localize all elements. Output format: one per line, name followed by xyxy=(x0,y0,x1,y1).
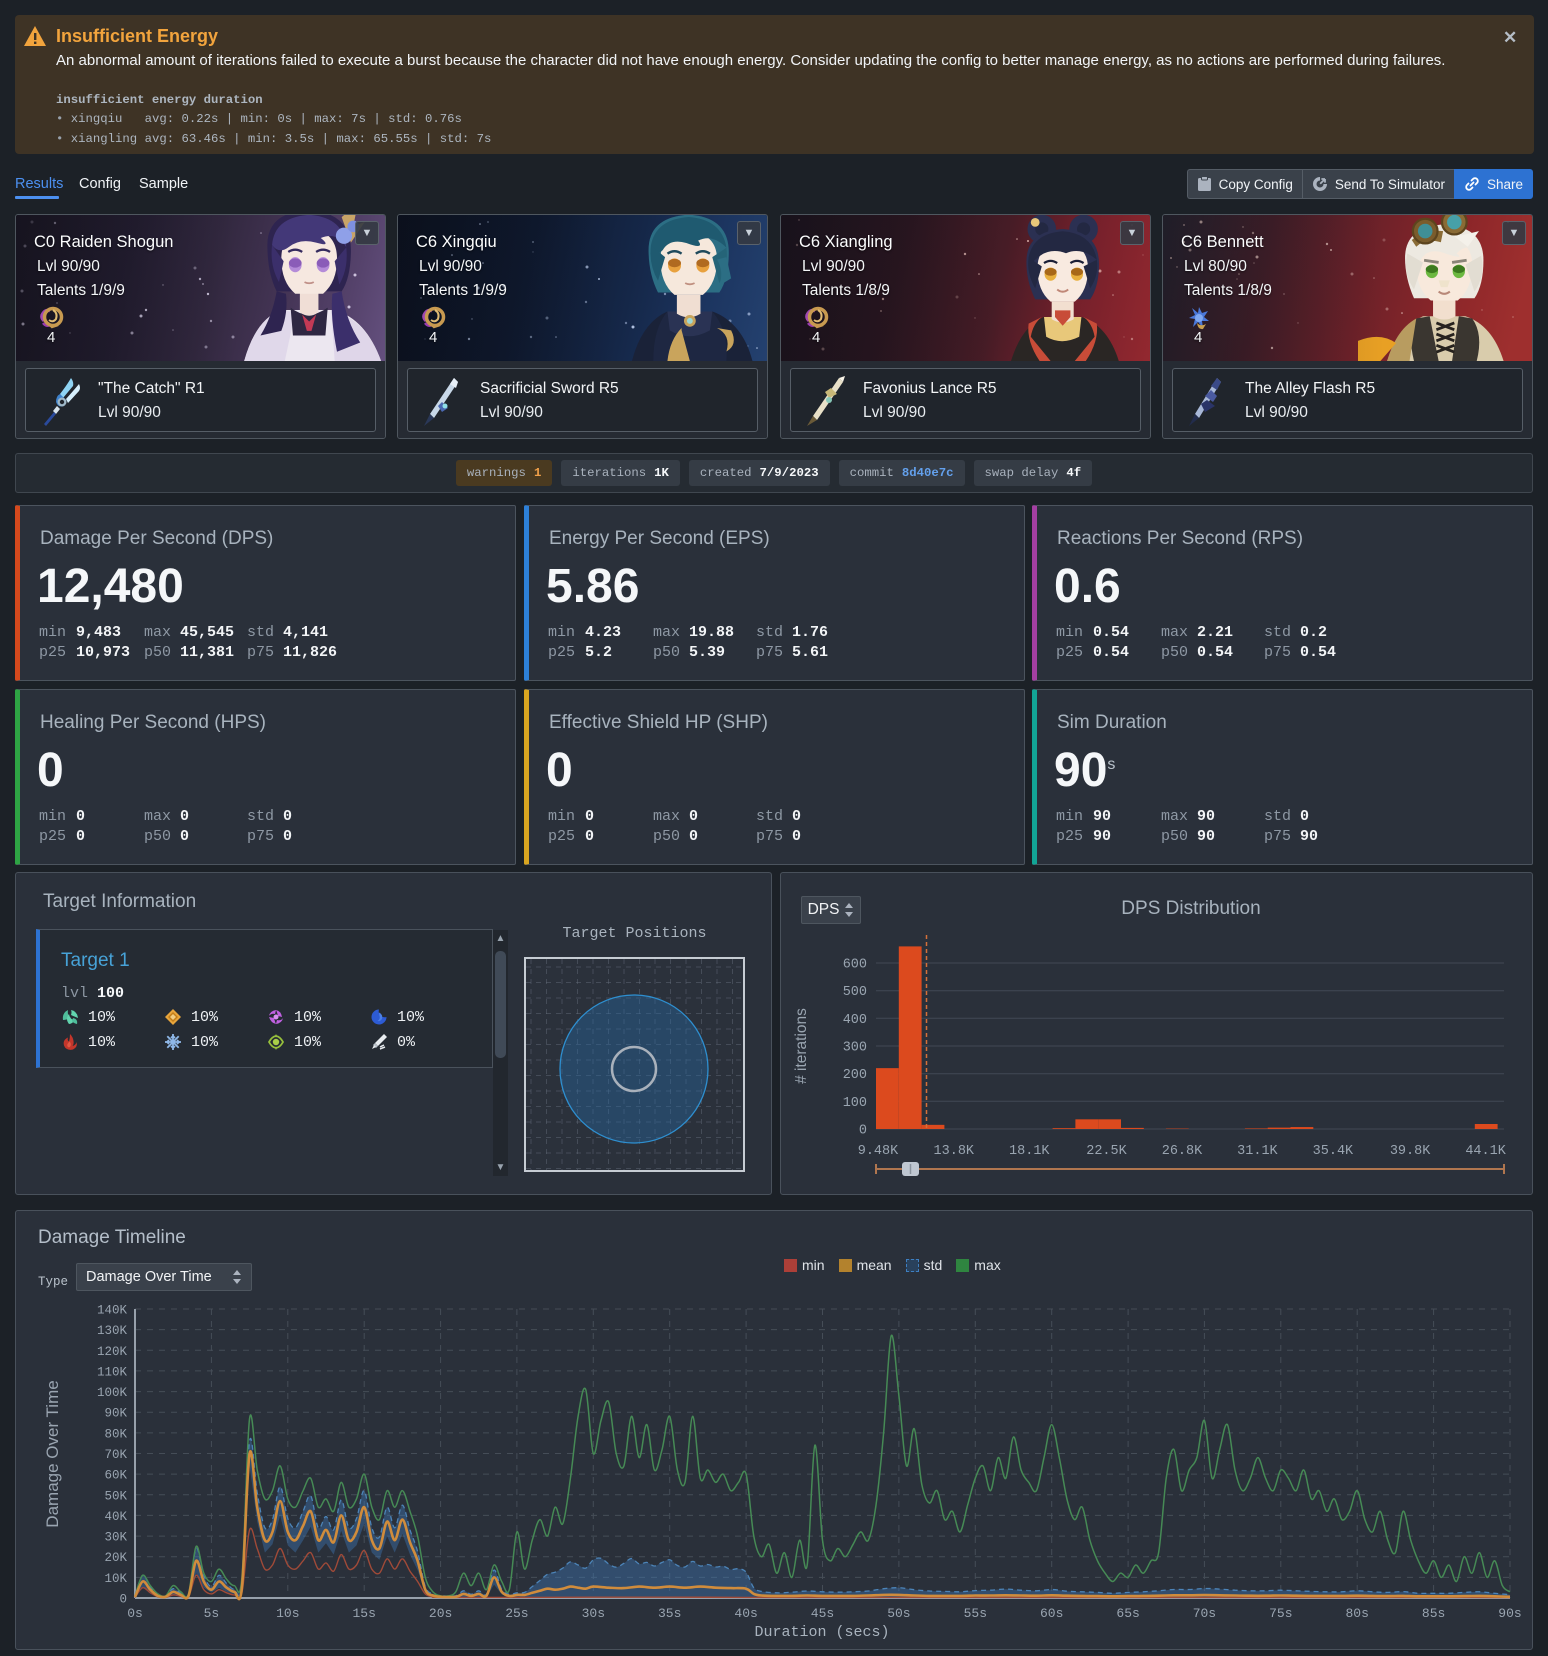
svg-text:10s: 10s xyxy=(276,1606,299,1621)
svg-text:70s: 70s xyxy=(1193,1606,1216,1621)
svg-text:Damage Over Time: Damage Over Time xyxy=(43,1380,62,1527)
svg-text:35.4K: 35.4K xyxy=(1313,1144,1354,1159)
svg-text:55s: 55s xyxy=(964,1606,987,1621)
svg-text:140K: 140K xyxy=(97,1304,128,1318)
svg-text:70K: 70K xyxy=(104,1448,127,1462)
svg-text:50K: 50K xyxy=(104,1489,127,1503)
svg-text:40K: 40K xyxy=(104,1510,127,1524)
svg-text:39.8K: 39.8K xyxy=(1390,1144,1431,1159)
svg-text:300: 300 xyxy=(843,1041,867,1056)
svg-text:20s: 20s xyxy=(429,1606,452,1621)
svg-text:35s: 35s xyxy=(658,1606,681,1621)
svg-text:9.48K: 9.48K xyxy=(858,1144,899,1159)
svg-text:90K: 90K xyxy=(104,1407,127,1421)
svg-text:0s: 0s xyxy=(127,1606,143,1621)
svg-text:0: 0 xyxy=(119,1593,127,1607)
svg-text:120K: 120K xyxy=(97,1345,128,1359)
svg-text:13.8K: 13.8K xyxy=(934,1144,975,1159)
svg-text:44.1K: 44.1K xyxy=(1465,1144,1506,1159)
svg-text:20K: 20K xyxy=(104,1551,127,1565)
svg-text:60s: 60s xyxy=(1040,1606,1063,1621)
svg-text:50s: 50s xyxy=(887,1606,910,1621)
svg-text:400: 400 xyxy=(843,1013,867,1028)
svg-text:130K: 130K xyxy=(97,1324,128,1338)
svg-text:0: 0 xyxy=(859,1124,867,1139)
svg-text:110K: 110K xyxy=(97,1365,128,1379)
svg-text:22.5K: 22.5K xyxy=(1086,1144,1127,1159)
svg-text:31.1K: 31.1K xyxy=(1237,1144,1278,1159)
svg-text:30s: 30s xyxy=(582,1606,605,1621)
svg-text:600: 600 xyxy=(843,958,867,973)
svg-text:100: 100 xyxy=(843,1096,867,1111)
svg-text:40s: 40s xyxy=(734,1606,757,1621)
svg-text:200: 200 xyxy=(843,1068,867,1083)
svg-text:65s: 65s xyxy=(1116,1606,1139,1621)
svg-text:60K: 60K xyxy=(104,1469,127,1483)
svg-text:30K: 30K xyxy=(104,1531,127,1545)
svg-text:100K: 100K xyxy=(97,1386,128,1400)
svg-text:25s: 25s xyxy=(505,1606,528,1621)
svg-text:15s: 15s xyxy=(352,1606,375,1621)
svg-text:80K: 80K xyxy=(104,1427,127,1441)
svg-text:75s: 75s xyxy=(1269,1606,1292,1621)
svg-text:80s: 80s xyxy=(1345,1606,1368,1621)
svg-text:Duration (secs): Duration (secs) xyxy=(754,1624,889,1641)
svg-text:26.8K: 26.8K xyxy=(1162,1144,1203,1159)
svg-text:5s: 5s xyxy=(204,1606,220,1621)
svg-text:85s: 85s xyxy=(1422,1606,1445,1621)
svg-text:18.1K: 18.1K xyxy=(1009,1144,1050,1159)
svg-text:90s: 90s xyxy=(1498,1606,1521,1621)
svg-text:45s: 45s xyxy=(811,1606,834,1621)
svg-text:10K: 10K xyxy=(104,1572,127,1586)
svg-text:500: 500 xyxy=(843,985,867,1000)
svg-text:# iterations: # iterations xyxy=(793,1008,810,1084)
